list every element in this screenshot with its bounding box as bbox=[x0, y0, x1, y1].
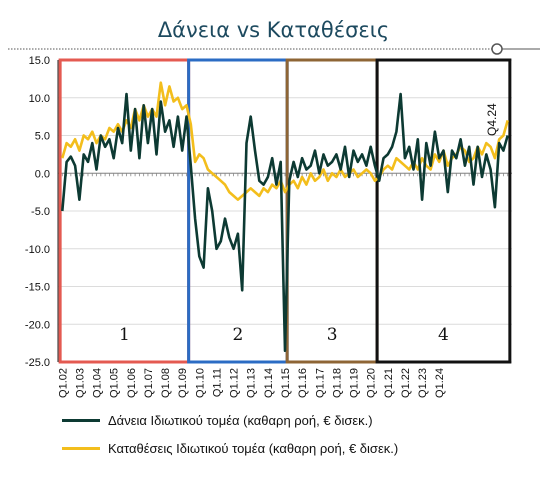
x-tick-label: Q1.03 bbox=[74, 368, 86, 398]
x-tick-label: Q1.13 bbox=[246, 368, 258, 398]
x-tick-label: Q1.09 bbox=[177, 368, 189, 398]
region-label: 1 bbox=[119, 325, 130, 345]
x-tick-label: Q1.23 bbox=[417, 368, 429, 398]
x-tick-label: Q1.15 bbox=[280, 368, 292, 398]
x-tick-label: Q1.10 bbox=[194, 368, 206, 398]
y-tick-label: 10.0 bbox=[29, 93, 50, 105]
x-tick-label: Q1.08 bbox=[160, 368, 172, 398]
x-tick-label: Q1.17 bbox=[314, 368, 326, 398]
x-tick-label: Q1.20 bbox=[366, 368, 378, 398]
y-tick-label: -5.0 bbox=[31, 206, 50, 218]
chart-title: Δάνεια vs Καταθέσεις bbox=[157, 18, 390, 42]
x-tick-label: Q1.18 bbox=[331, 368, 343, 398]
x-tick-label: Q1.16 bbox=[297, 368, 309, 398]
y-tick-label: -25.0 bbox=[25, 357, 50, 369]
y-tick-label: -10.0 bbox=[25, 244, 50, 256]
x-tick-label: Q1.04 bbox=[92, 368, 104, 398]
legend-swatch-deposits bbox=[62, 447, 100, 450]
region-box bbox=[375, 58, 512, 364]
legend-label-deposits: Καταθέσεις Ιδιωτικού τομέα (καθαρη ροή, … bbox=[108, 441, 399, 456]
y-tick-label: -15.0 bbox=[25, 282, 50, 294]
y-tick-label: 5.0 bbox=[35, 131, 50, 143]
x-tick-label: Q1.19 bbox=[349, 368, 361, 398]
x-tick-label: Q1.21 bbox=[383, 368, 395, 398]
y-tick-label: -20.0 bbox=[25, 319, 50, 331]
region-label: 3 bbox=[327, 325, 338, 345]
legend-swatch-loans bbox=[62, 419, 100, 422]
y-tick-label: 15.0 bbox=[29, 55, 50, 67]
q4-annotation: Q4.24 bbox=[485, 103, 499, 136]
x-tick-label: Q1.22 bbox=[400, 368, 412, 398]
x-tick-label: Q1.14 bbox=[263, 368, 275, 398]
x-tick-label: Q1.06 bbox=[126, 368, 138, 398]
legend-item-deposits: Καταθέσεις Ιδιωτικού τομέα (καθαρη ροή, … bbox=[62, 441, 398, 456]
x-tick-label: Q1.11 bbox=[212, 368, 224, 397]
legend-label-loans: Δάνεια Ιδιωτικού τομέα (καθαρη ροή, € δι… bbox=[108, 413, 373, 428]
legend-item-loans: Δάνεια Ιδιωτικού τομέα (καθαρη ροή, € δι… bbox=[62, 413, 373, 428]
x-tick-label: Q1.02 bbox=[57, 368, 69, 398]
x-tick-label: Q1.12 bbox=[229, 368, 241, 398]
region-label: 2 bbox=[232, 325, 243, 345]
y-tick-label: 0.0 bbox=[35, 168, 50, 180]
region-label: 4 bbox=[438, 325, 449, 345]
x-tick-label: Q1.05 bbox=[109, 368, 121, 398]
x-tick-label: Q1.24 bbox=[434, 368, 446, 398]
x-tick-label: Q1.07 bbox=[143, 368, 155, 398]
series-line-loans bbox=[61, 92, 509, 353]
title-underline-knob bbox=[491, 43, 503, 55]
